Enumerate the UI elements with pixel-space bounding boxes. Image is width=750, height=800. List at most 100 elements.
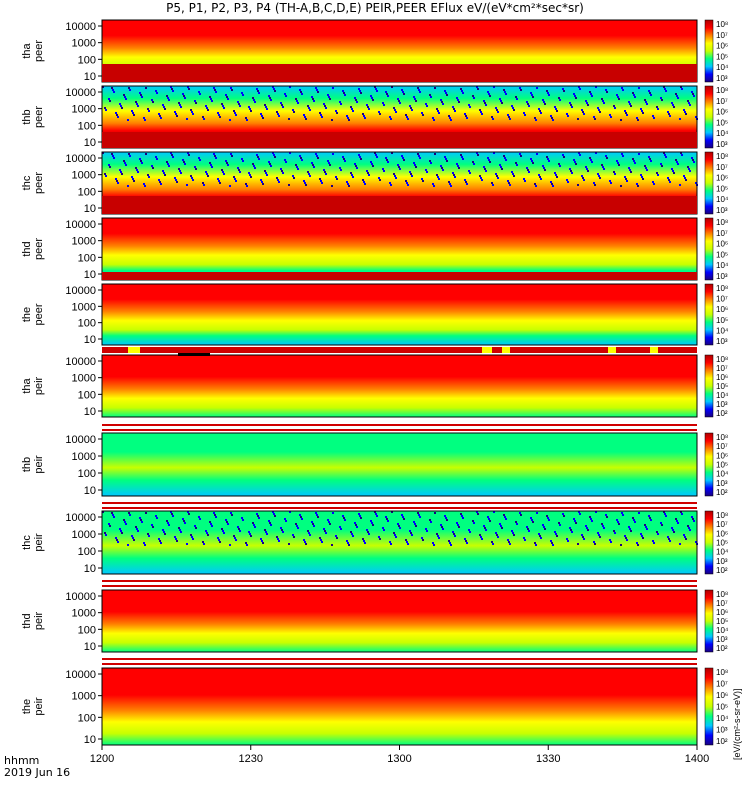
noise-pixel [397, 98, 399, 100]
noise-pixel [191, 177, 193, 179]
noise-pixel [152, 101, 154, 103]
noise-pixel [129, 155, 131, 157]
noise-pixel [453, 108, 455, 110]
noise-pixel [297, 102, 299, 104]
noise-pixel [248, 531, 250, 533]
noise-pixel [180, 172, 182, 174]
noise-pixel [562, 154, 564, 156]
noise-pixel [268, 95, 270, 97]
noise-pixel [221, 169, 223, 171]
noise-pixel [429, 519, 431, 521]
noise-pixel [483, 166, 485, 168]
noise-pixel [656, 106, 658, 108]
noise-pixel [358, 154, 360, 156]
noise-pixel [569, 168, 571, 170]
noise-pixel [303, 180, 305, 182]
noise-pixel [614, 107, 616, 109]
noise-pixel [113, 157, 115, 159]
noise-pixel [660, 163, 662, 165]
noise-pixel [111, 87, 113, 89]
noise-pixel [249, 533, 251, 535]
separator-stripe [102, 660, 697, 663]
noise-pixel [227, 98, 229, 100]
noise-pixel [231, 89, 233, 91]
noise-pixel [184, 163, 186, 165]
noise-pixel [606, 157, 608, 159]
noise-pixel [261, 181, 263, 183]
noise-pixel [432, 542, 434, 544]
noise-pixel [665, 156, 667, 158]
noise-pixel [419, 516, 421, 518]
noise-pixel [526, 526, 528, 528]
noise-pixel [567, 540, 569, 542]
noise-pixel [293, 111, 295, 113]
y-tick-label: 10000 [65, 512, 96, 524]
noise-pixel [585, 525, 587, 527]
separator-stripe [102, 272, 697, 280]
noise-pixel [162, 170, 164, 172]
panel-tha-peir: 10000 1000 100 10 thapeir 10⁸10⁷10⁶10⁵10⁴10³1… [21, 354, 729, 418]
noise-pixel [574, 520, 576, 522]
noise-pixel [163, 172, 165, 174]
noise-pixel [269, 163, 271, 165]
noise-pixel [382, 102, 384, 104]
colorbar-tick-label: 10⁸ [716, 284, 728, 293]
noise-pixel [109, 525, 111, 527]
noise-pixel [480, 536, 482, 538]
noise-pixel [668, 538, 670, 540]
noise-pixel [160, 183, 162, 185]
noise-pixel [164, 174, 166, 176]
noise-pixel [348, 119, 350, 121]
noise-pixel [479, 175, 481, 177]
noise-pixel [300, 516, 302, 518]
noise-pixel [597, 107, 599, 109]
noise-pixel [183, 95, 185, 97]
noise-pixel [248, 172, 250, 174]
noise-pixel [645, 526, 647, 528]
noise-pixel [570, 104, 572, 106]
noise-pixel [178, 102, 180, 104]
noise-pixel [252, 97, 254, 99]
y-tick-label: 1000 [72, 301, 96, 313]
noise-pixel [671, 168, 673, 170]
noise-pixel [684, 177, 686, 179]
noise-pixel [133, 114, 135, 116]
noise-pixel [636, 183, 638, 185]
noise-pixel [242, 160, 244, 162]
noise-pixel [407, 543, 409, 545]
noise-pixel [128, 512, 130, 514]
noise-pixel [645, 167, 647, 169]
noise-pixel [550, 540, 552, 542]
noise-pixel [105, 175, 107, 177]
noise-pixel [182, 518, 184, 520]
noise-pixel [364, 542, 366, 544]
noise-pixel [630, 530, 632, 532]
noise-pixel [235, 180, 237, 182]
noise-pixel [155, 90, 157, 92]
noise-pixel [241, 92, 243, 94]
noise-pixel [260, 179, 262, 181]
colorbar-tick-label: 10² [716, 566, 728, 575]
noise-pixel [481, 113, 483, 115]
noise-pixel [209, 521, 211, 523]
noise-pixel [313, 525, 315, 527]
noise-pixel [554, 531, 556, 533]
colorbar-tick-label: 10⁴ [716, 391, 729, 400]
y-tick-label: 10000 [65, 153, 96, 165]
y-tick-label: 10 [84, 485, 96, 497]
noise-pixel [527, 528, 529, 530]
noise-pixel [312, 523, 314, 525]
noise-pixel [323, 169, 325, 171]
noise-pixel [281, 529, 283, 531]
y-tick-label: 100 [78, 252, 96, 264]
noise-pixel [210, 164, 212, 166]
noise-pixel [250, 535, 252, 537]
noise-pixel [587, 104, 589, 106]
noise-pixel [646, 103, 648, 105]
noise-pixel [137, 530, 139, 532]
noise-pixel [358, 513, 360, 515]
noise-pixel [269, 97, 271, 99]
noise-pixel [551, 542, 553, 544]
noise-pixel [683, 534, 685, 536]
